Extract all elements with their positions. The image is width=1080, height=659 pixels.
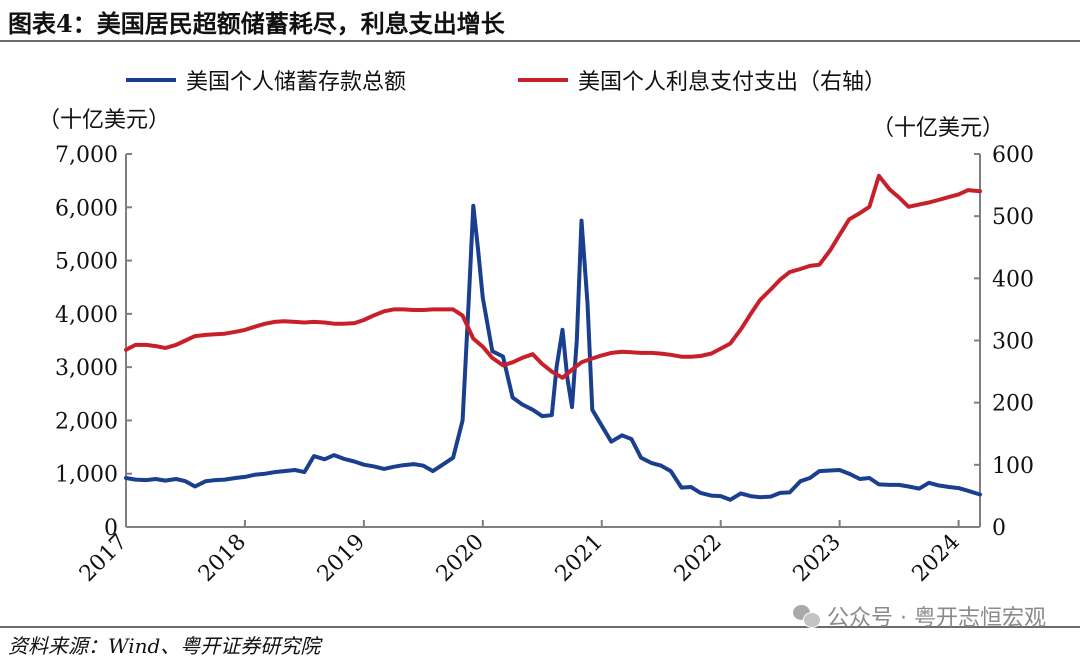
left-tick-label: 5,000: [55, 250, 118, 275]
x-tick-label: 2019: [313, 530, 370, 587]
right-axis-unit: （十亿美元）: [872, 116, 1005, 141]
wechat-icon: [793, 605, 822, 628]
right-tick-label: 0: [992, 516, 1006, 541]
legend-label-savings: 美国个人储蓄存款总额: [186, 70, 407, 95]
left-axis-unit: （十亿美元）: [38, 108, 171, 133]
right-tick-label: 300: [992, 330, 1034, 355]
chart-title: 图表4：美国居民超额储蓄耗尽，利息支出增长: [8, 9, 505, 38]
legend-swatch-interest: [518, 78, 568, 82]
left-tick-label: 4,000: [55, 303, 118, 328]
x-tick-label: 2021: [551, 530, 608, 587]
legend-item-interest: 美国个人利息支付支出（右轴）: [518, 64, 886, 96]
right-tick-label: 600: [992, 143, 1034, 168]
x-tick-label: 2024: [908, 530, 965, 587]
series-line-interest: [124, 173, 982, 380]
left-tick-label: 3,000: [55, 356, 118, 381]
x-tick-label: 2022: [670, 530, 727, 587]
source-note: 资料来源：Wind、粤开证券研究院: [8, 634, 321, 658]
right-tick-label: 400: [992, 267, 1034, 292]
legend-item-savings: 美国个人储蓄存款总额: [126, 64, 406, 96]
right-tick-label: 200: [992, 392, 1034, 417]
left-tick-label: 2,000: [55, 409, 118, 434]
left-tick-label: 6,000: [55, 196, 118, 221]
watermark: 公众号 · 粤开志恒宏观: [793, 600, 1046, 632]
left-tick-label: 1,000: [55, 463, 118, 488]
x-tick-label: 2023: [789, 530, 846, 587]
left-tick-label: 0: [104, 516, 118, 541]
legend-swatch-savings: [126, 78, 176, 82]
legend-label-interest: 美国个人利息支付支出（右轴）: [578, 70, 887, 95]
left-tick-label: 7,000: [55, 143, 118, 168]
x-tick-label: 2018: [194, 530, 251, 587]
series-line-savings: [124, 203, 982, 502]
title-divider: [0, 40, 1080, 42]
x-tick-label: 2020: [432, 530, 489, 587]
watermark-text: 公众号 · 粤开志恒宏观: [827, 606, 1046, 631]
right-tick-label: 500: [992, 205, 1034, 230]
footer-divider: [0, 626, 1080, 628]
right-tick-label: 100: [992, 454, 1034, 479]
